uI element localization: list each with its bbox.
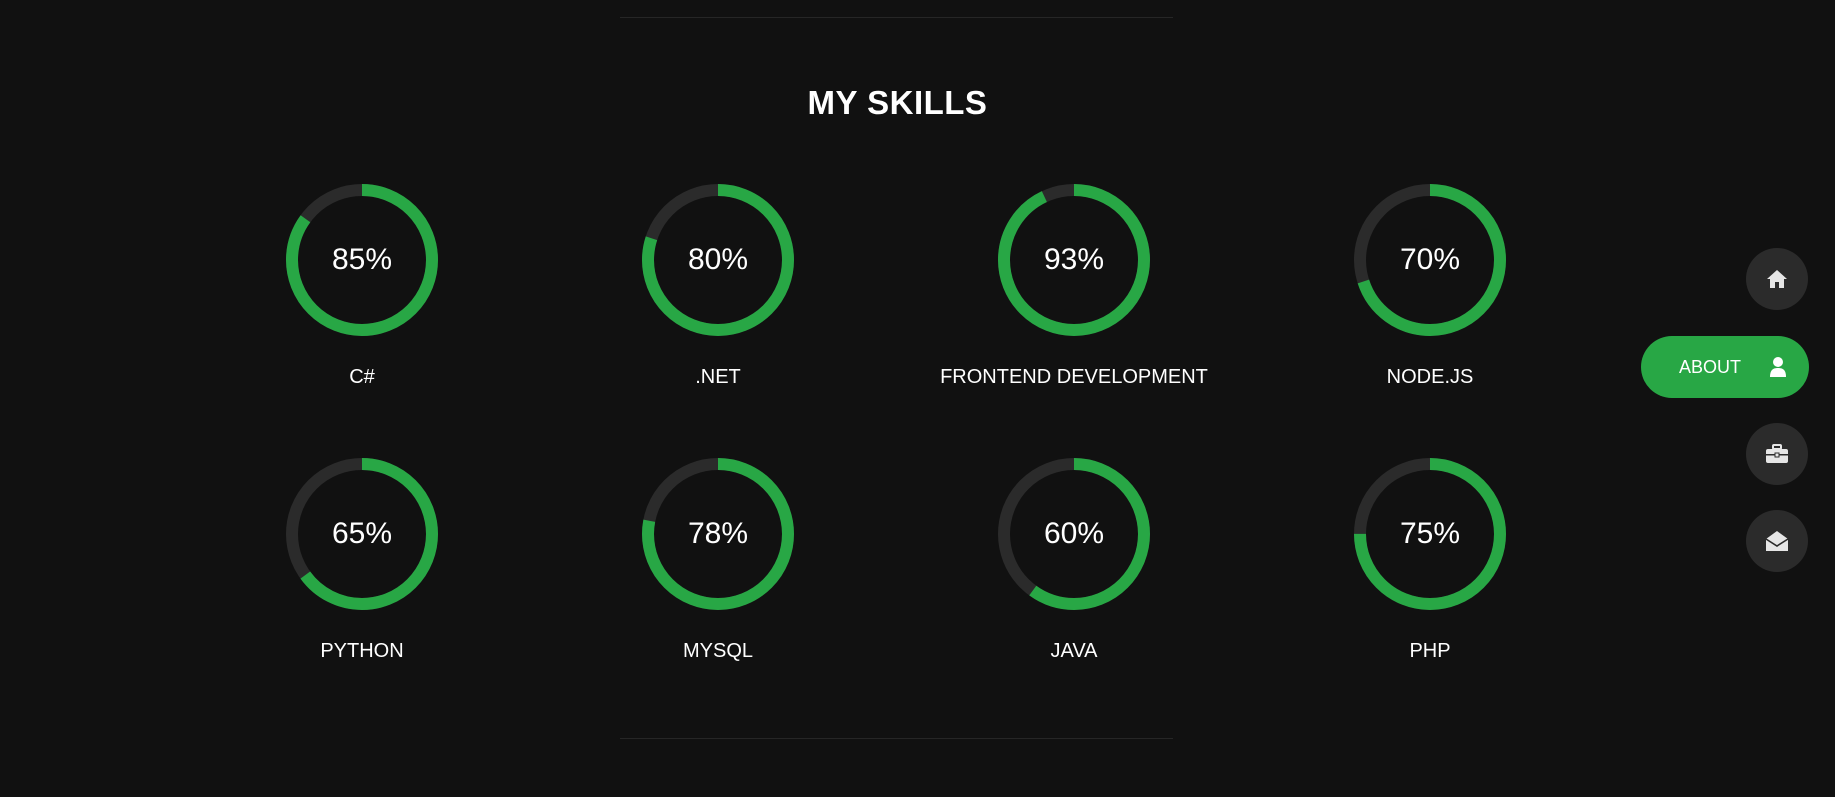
ring-progress-arc — [998, 458, 1150, 610]
nav-portfolio-button[interactable] — [1746, 423, 1808, 485]
ring-progress-arc — [1354, 458, 1506, 610]
nav-home-button[interactable] — [1746, 248, 1808, 310]
skill-item-mysql: 78% MYSQL — [568, 458, 868, 663]
envelope-open-icon — [1746, 510, 1808, 572]
briefcase-icon — [1746, 423, 1808, 485]
skill-name: NODE.JS — [1386, 366, 1474, 388]
nav-about-label: ABOUT — [1678, 356, 1741, 377]
skill-progress-ring: 70% — [1354, 184, 1506, 336]
skill-percent: 60% — [1043, 517, 1105, 550]
skill-name: JAVA — [1050, 640, 1098, 662]
skill-name: .NET — [695, 366, 741, 388]
skill-progress-ring: 75% — [1354, 458, 1506, 610]
nav-contact-button[interactable] — [1746, 510, 1808, 572]
skill-item-nodejs: 70% NODE.JS — [1280, 184, 1580, 389]
skill-percent: 75% — [1399, 517, 1461, 550]
skill-item-php: 75% PHP — [1280, 458, 1580, 663]
skill-progress-ring: 60% — [998, 458, 1150, 610]
skill-percent: 65% — [331, 517, 393, 550]
skill-item-frontend: 93% FRONTEND DEVELOPMENT — [924, 184, 1224, 389]
skill-progress-ring: 80% — [642, 184, 794, 336]
skill-name: PYTHON — [320, 640, 404, 662]
skill-item-csharp: 85% C# — [212, 184, 512, 389]
top-divider — [620, 17, 1173, 18]
ring-progress-arc — [286, 184, 438, 336]
skill-percent: 93% — [1043, 243, 1105, 276]
section-title: MY SKILLS — [807, 84, 988, 121]
skill-name: PHP — [1409, 640, 1451, 662]
user-icon — [1769, 336, 1787, 398]
ring-progress-arc — [1354, 184, 1506, 336]
skill-progress-ring: 85% — [286, 184, 438, 336]
skill-item-java: 60% JAVA — [924, 458, 1224, 663]
skill-name: C# — [349, 366, 375, 388]
skill-percent: 85% — [331, 243, 393, 276]
ring-progress-arc — [998, 184, 1150, 336]
ring-progress-arc — [642, 184, 794, 336]
skill-name: FRONTEND DEVELOPMENT — [940, 366, 1208, 388]
skill-percent: 78% — [687, 517, 749, 550]
skill-progress-ring: 93% — [998, 184, 1150, 336]
bottom-divider — [620, 738, 1173, 739]
skill-item-python: 65% PYTHON — [212, 458, 512, 663]
skill-item-dotnet: 80% .NET — [568, 184, 868, 389]
skill-percent: 70% — [1399, 243, 1461, 276]
ring-progress-arc — [286, 458, 438, 610]
skill-progress-ring: 65% — [286, 458, 438, 610]
skill-name: MYSQL — [682, 640, 754, 662]
skill-percent: 80% — [687, 243, 749, 276]
home-icon — [1746, 248, 1808, 310]
skill-progress-ring: 78% — [642, 458, 794, 610]
ring-progress-arc — [642, 458, 794, 610]
nav-about-button[interactable]: ABOUT — [1641, 336, 1809, 398]
